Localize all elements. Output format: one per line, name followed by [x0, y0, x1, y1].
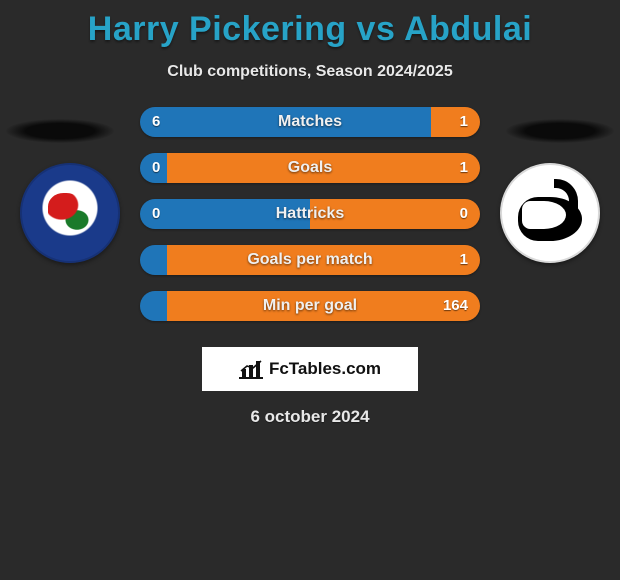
stat-value-right: 1: [460, 153, 468, 183]
stat-seg-right: [167, 153, 480, 183]
stat-value-right: 1: [460, 107, 468, 137]
stat-value-left: 0: [152, 153, 160, 183]
stat-row: 164Min per goal: [140, 291, 480, 321]
page-title: Harry Pickering vs Abdulai: [0, 0, 620, 49]
stat-seg-right: [431, 107, 480, 137]
stat-row: 00Hattricks: [140, 199, 480, 229]
stat-value-left: 0: [152, 199, 160, 229]
crest-shadow-right: [506, 119, 614, 143]
stat-seg-left: [140, 199, 310, 229]
stat-value-right: 1: [460, 245, 468, 275]
stat-row: 01Goals: [140, 153, 480, 183]
stat-value-left: 6: [152, 107, 160, 137]
stat-value-right: 164: [443, 291, 468, 321]
brand-text: FcTables.com: [269, 359, 381, 379]
stat-seg-left: [140, 245, 167, 275]
team-crest-right: [500, 163, 600, 263]
stat-row: 1Goals per match: [140, 245, 480, 275]
stat-seg-left: [140, 291, 167, 321]
stat-seg-left: [140, 107, 431, 137]
brand-box: FcTables.com: [202, 347, 418, 391]
page-subtitle: Club competitions, Season 2024/2025: [0, 63, 620, 81]
team-crest-left: [20, 163, 120, 263]
stat-row: 61Matches: [140, 107, 480, 137]
stat-seg-right: [167, 245, 480, 275]
stat-value-right: 0: [460, 199, 468, 229]
stat-bars: 61Matches01Goals00Hattricks1Goals per ma…: [140, 107, 480, 337]
stat-seg-right: [167, 291, 480, 321]
comparison-stage: 61Matches01Goals00Hattricks1Goals per ma…: [0, 101, 620, 341]
crest-shadow-left: [6, 119, 114, 143]
stat-seg-right: [310, 199, 480, 229]
date-text: 6 october 2024: [0, 407, 620, 427]
brand-chart-icon: [239, 359, 263, 379]
